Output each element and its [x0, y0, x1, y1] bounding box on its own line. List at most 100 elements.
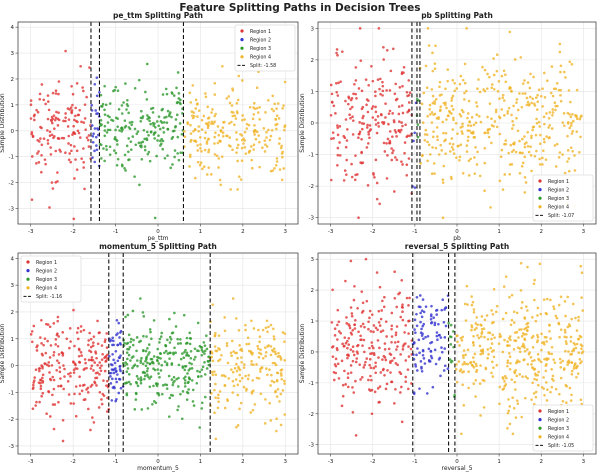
data-point [338, 154, 342, 157]
data-point [194, 98, 198, 102]
data-point [221, 134, 225, 138]
data-point [492, 366, 495, 369]
data-point [511, 432, 515, 436]
data-point [462, 349, 466, 352]
data-point [369, 374, 372, 378]
data-point [148, 159, 152, 163]
data-point [51, 91, 55, 95]
data-point [154, 125, 157, 129]
data-point [429, 153, 432, 156]
data-point [512, 348, 516, 351]
data-point [95, 356, 98, 360]
data-point [160, 363, 164, 367]
data-point [77, 113, 81, 117]
data-point [183, 129, 186, 133]
data-point [374, 361, 377, 365]
data-point [439, 143, 442, 147]
data-point [370, 64, 373, 68]
data-point [358, 130, 362, 134]
data-point [213, 334, 217, 337]
data-point [408, 134, 412, 138]
data-point [231, 370, 235, 374]
data-point [425, 86, 429, 89]
data-point [350, 312, 354, 315]
data-point [418, 351, 421, 355]
data-point [433, 172, 436, 175]
data-point [192, 404, 196, 407]
data-point [454, 122, 458, 125]
data-point [491, 312, 495, 316]
data-point [580, 344, 584, 348]
data-point [186, 121, 189, 124]
data-point [51, 117, 55, 121]
legend-marker [26, 260, 30, 264]
data-point [385, 48, 389, 52]
data-point [368, 316, 371, 320]
data-point [180, 417, 184, 421]
data-point [423, 362, 427, 365]
data-point [329, 113, 333, 117]
data-point [565, 342, 568, 345]
data-point [478, 174, 482, 178]
data-point [51, 375, 55, 379]
data-point [515, 399, 519, 402]
data-point [518, 139, 521, 143]
data-point [521, 82, 525, 85]
data-point [575, 329, 579, 332]
data-point [413, 328, 416, 331]
data-point [71, 133, 74, 136]
data-point [255, 86, 259, 90]
data-point [250, 319, 253, 323]
data-point [506, 411, 510, 415]
data-point [83, 117, 87, 120]
data-point [166, 109, 170, 113]
data-point [223, 316, 226, 319]
data-point [523, 316, 526, 319]
data-point [335, 346, 339, 350]
data-point [38, 97, 42, 101]
data-point [35, 400, 38, 404]
data-point [349, 348, 353, 351]
data-point [125, 370, 129, 374]
data-point [377, 125, 381, 128]
data-point [558, 151, 562, 154]
data-point [69, 371, 72, 375]
data-point [48, 130, 52, 134]
data-point [466, 124, 470, 127]
data-point [139, 297, 142, 300]
data-point [148, 385, 152, 389]
data-point [520, 415, 524, 419]
data-point [57, 400, 60, 404]
data-point [398, 130, 402, 134]
data-point [470, 303, 474, 307]
data-point [387, 122, 390, 126]
data-point [548, 324, 551, 327]
data-point [504, 142, 508, 146]
data-point [358, 363, 361, 366]
data-point [412, 357, 416, 361]
data-point [521, 332, 525, 335]
data-point [470, 116, 474, 119]
data-point [104, 338, 107, 341]
data-point [549, 337, 552, 340]
data-point [147, 150, 151, 154]
data-point [225, 97, 229, 100]
data-point [104, 103, 108, 107]
data-point [554, 165, 558, 168]
data-point [385, 177, 389, 180]
data-point [384, 387, 388, 391]
data-point [100, 157, 103, 160]
data-point [218, 390, 222, 393]
data-point [200, 375, 203, 378]
data-point [569, 340, 573, 343]
data-point [394, 82, 398, 86]
data-point [136, 130, 140, 133]
data-point [162, 121, 166, 124]
data-point [283, 124, 287, 127]
data-point [38, 92, 42, 96]
data-point [124, 82, 127, 85]
data-point [126, 357, 129, 361]
data-point [200, 401, 204, 405]
data-point [352, 353, 356, 357]
data-point [68, 346, 71, 350]
